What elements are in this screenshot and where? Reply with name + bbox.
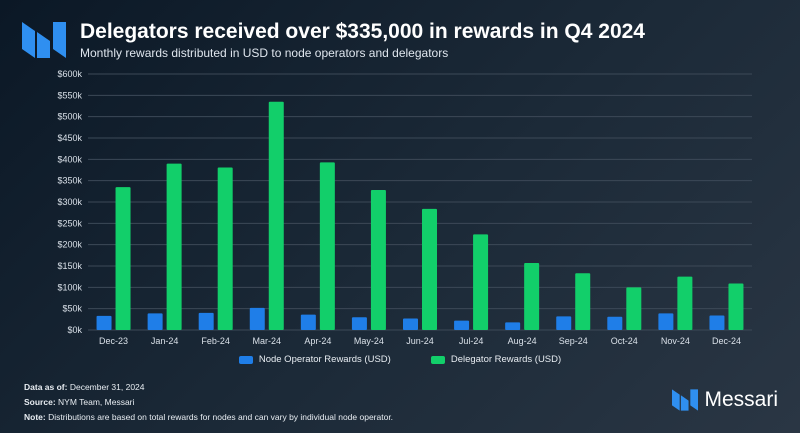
bar-delegator (217, 167, 233, 330)
y-tick-label: $100k (57, 282, 82, 292)
bar-delegator (728, 283, 744, 330)
legend-item-delegator: Delegator Rewards (USD) (430, 354, 562, 365)
y-tick-label: $450k (57, 133, 82, 143)
y-tick-label: $0k (67, 325, 82, 335)
x-tick-label: Aug-24 (508, 336, 537, 346)
legend-item-node: Node Operator Rewards (USD) (238, 354, 391, 365)
legend-label-delegator: Delegator Rewards (USD) (450, 354, 562, 365)
x-tick-label: Sep-24 (559, 336, 588, 346)
chart-title: Delegators received over $335,000 in rew… (80, 20, 645, 43)
y-tick-label: $150k (57, 261, 82, 271)
bar-node-operator (505, 322, 521, 330)
y-tick-label: $50k (62, 304, 82, 314)
bar-delegator (524, 263, 540, 330)
x-tick-label: Dec-23 (99, 336, 128, 346)
bar-node-operator (403, 318, 418, 330)
x-tick-label: Jul-24 (459, 336, 484, 346)
bar-delegator (626, 287, 642, 330)
y-tick-label: $600k (57, 69, 82, 79)
x-tick-label: Nov-24 (661, 336, 690, 346)
chart-subtitle: Monthly rewards distributed in USD to no… (80, 46, 449, 60)
footer-data-as-of: Data as of: December 31, 2024 (24, 382, 145, 392)
bar-delegator (319, 162, 335, 330)
y-tick-label: $200k (57, 240, 82, 250)
x-tick-label: Oct-24 (611, 336, 638, 346)
bar-delegator (166, 163, 182, 330)
brand-logo-icon (672, 389, 699, 411)
x-tick-label: Dec-24 (712, 336, 741, 346)
x-tick-label: Apr-24 (304, 336, 331, 346)
bar-delegator (370, 190, 386, 330)
footer-note: Note: Distributions are based on total r… (24, 412, 394, 422)
x-tick-label: Jun-24 (406, 336, 434, 346)
y-tick-label: $500k (57, 112, 82, 122)
chart-legend: Node Operator Rewards (USD) Delegator Re… (0, 354, 800, 365)
x-tick-label: Feb-24 (201, 336, 230, 346)
footer-source: Source: NYM Team, Messari (24, 397, 135, 407)
bar-chart: $0k $50k $100k $150k $200k $250k $300k $350k $40… (57, 69, 752, 346)
bar-node-operator (556, 316, 572, 330)
messari-logo-icon (22, 22, 66, 58)
bar-delegator (575, 273, 591, 330)
x-tick-label: Jan-24 (151, 336, 179, 346)
bar-delegator (268, 101, 284, 330)
bar-delegator (473, 234, 489, 330)
x-tick-label: Mar-24 (253, 336, 282, 346)
bar-node-operator (709, 315, 725, 330)
y-tick-label: $300k (57, 197, 82, 207)
footer-notes: Data as of: December 31, 2024 Source: NY… (24, 380, 393, 425)
x-tick-label: May-24 (354, 336, 384, 346)
legend-label-node: Node Operator Rewards (USD) (258, 354, 391, 365)
y-tick-label: $400k (57, 154, 82, 164)
bar-node-operator (454, 320, 470, 330)
bar-node-operator (198, 312, 214, 330)
y-tick-label: $250k (57, 218, 82, 228)
bar-delegator (422, 208, 437, 330)
bar-node-operator (96, 315, 112, 330)
y-tick-label: $550k (57, 90, 82, 100)
brand-name: Messari (704, 388, 778, 411)
legend-swatch-delegator (430, 355, 445, 364)
bar-delegator (677, 276, 693, 330)
bar-delegator (115, 187, 131, 330)
bar-node-operator (607, 316, 623, 330)
brand-mark: Messari (672, 388, 778, 412)
legend-swatch-node (238, 355, 253, 364)
bar-node-operator (147, 313, 163, 330)
bar-node-operator (351, 317, 367, 330)
bar-node-operator (300, 314, 316, 330)
bar-node-operator (249, 307, 265, 330)
bar-node-operator (658, 313, 674, 330)
y-tick-label: $350k (57, 176, 82, 186)
